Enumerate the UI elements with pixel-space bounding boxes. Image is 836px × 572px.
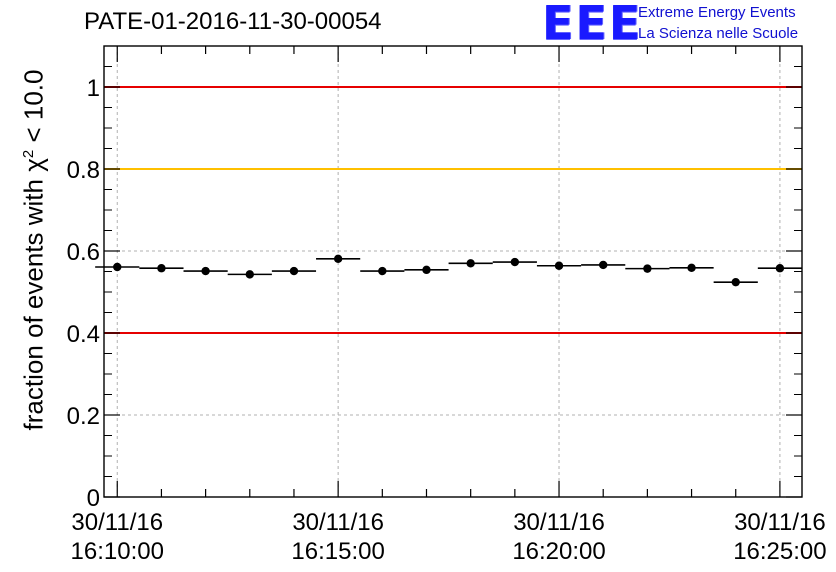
y-axis-label-suffix: < 10.0 (18, 69, 49, 143)
data-point (731, 277, 740, 287)
data-point (113, 262, 122, 272)
data-point (378, 266, 387, 276)
data-point (333, 254, 343, 263)
y-tick-label: 0.6 (67, 239, 100, 266)
data-point (289, 266, 299, 276)
y-tick-label: 0.4 (67, 321, 100, 348)
y-axis-label-power: 2 (19, 149, 37, 159)
data-point (643, 264, 652, 273)
data-point (201, 266, 210, 276)
eee-logo: EEE Extreme Energy Events La Scienza nel… (542, 0, 832, 50)
y-tick-label: 0.8 (67, 157, 100, 184)
x-tick-label-time: 16:20:00 (512, 538, 605, 565)
logo-line-1: Extreme Energy Events (638, 4, 796, 21)
y-axis-label-prefix: fraction of events with (18, 179, 49, 431)
y-tick-label: 0.2 (67, 403, 100, 430)
data-point (422, 265, 431, 275)
data-point (245, 270, 254, 279)
y-tick-label: 1 (87, 75, 100, 102)
x-tick-label-date: 30/11/16 (734, 509, 826, 536)
chart-title: PATE-01-2016-11-30-00054 (84, 8, 382, 35)
logo-line-2: La Scienza nelle Scuole (638, 25, 799, 42)
x-tick-label-date: 30/11/16 (71, 509, 163, 536)
y-axis-label: fraction of events with χ2 < 10.0 (19, 70, 50, 431)
data-point (599, 260, 608, 270)
x-tick-label-date: 30/11/16 (292, 509, 384, 536)
data-point (510, 257, 520, 267)
x-tick-label-date: 30/11/16 (513, 509, 605, 536)
x-tick-label-time: 16:10:00 (71, 538, 164, 565)
data-point (157, 264, 166, 273)
data-point (775, 264, 785, 273)
x-tick-label-time: 16:15:00 (291, 538, 384, 565)
data-point (554, 261, 564, 270)
y-tick-label: 0 (87, 485, 100, 512)
data-point (466, 259, 475, 268)
eee-logo-mark: EEE (542, 0, 643, 50)
data-point (687, 263, 696, 273)
y-axis-label-symbol: χ (18, 158, 49, 172)
x-tick-label-time: 16:25:00 (733, 538, 826, 565)
